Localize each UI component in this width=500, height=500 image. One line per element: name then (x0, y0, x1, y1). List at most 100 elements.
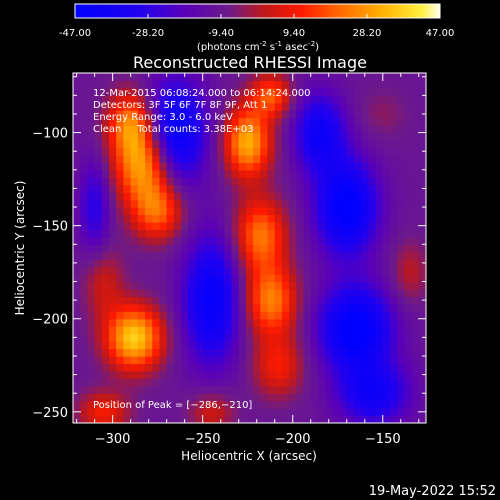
heatmap-cell (181, 303, 189, 312)
heatmap-cell (173, 110, 182, 119)
heatmap-cell (137, 229, 146, 238)
heatmap-cell (181, 311, 189, 320)
heatmap-cell (224, 355, 233, 365)
heatmap-cell (80, 378, 88, 387)
heatmap-cell (418, 207, 426, 216)
heatmap-cell (353, 199, 362, 208)
heatmap-cell (368, 177, 377, 186)
heatmap-cell (296, 355, 305, 365)
heatmap-cell (238, 117, 247, 126)
heatmap-cell (123, 408, 132, 417)
heatmap-cell (411, 363, 420, 372)
heatmap-cell (116, 192, 125, 201)
heatmap-cell (188, 303, 197, 312)
heatmap-cell (296, 147, 305, 156)
heatmap-cell (80, 125, 88, 134)
heatmap-cell (217, 274, 225, 283)
heatmap-cell (173, 408, 182, 417)
heatmap-cell (296, 140, 305, 149)
heatmap-cell (195, 341, 204, 350)
heatmap-cell (202, 311, 211, 320)
heatmap-cell (281, 400, 290, 409)
heatmap-cell (317, 363, 326, 372)
heatmap-cell (173, 363, 182, 372)
heatmap-cell (152, 341, 161, 350)
heatmap-cell (317, 341, 326, 350)
heatmap-cell (130, 303, 139, 312)
heatmap-cell (346, 393, 355, 402)
heatmap-cell (166, 177, 175, 186)
heatmap-cell (245, 341, 254, 350)
heatmap-cell (389, 333, 398, 342)
heatmap-cell (245, 236, 254, 245)
heatmap-cell (346, 318, 355, 327)
heatmap-cell (289, 274, 297, 283)
heatmap-cell (368, 333, 377, 342)
heatmap-cell (231, 348, 240, 357)
heatmap-cell (253, 229, 261, 238)
heatmap-cell (310, 378, 319, 387)
heatmap-cell (317, 348, 326, 357)
heatmap-cell (195, 370, 204, 379)
heatmap-cell (130, 95, 139, 104)
heatmap-cell (411, 288, 420, 298)
heatmap-cell (166, 117, 175, 126)
heatmap-cell (109, 348, 117, 357)
heatmap-cell (404, 147, 413, 156)
heatmap-cell (224, 87, 233, 96)
heatmap-cell (375, 147, 384, 156)
heatmap-cell (238, 132, 247, 141)
heatmap-cell (130, 229, 139, 238)
heatmap-cell (260, 162, 269, 171)
heatmap-cell (274, 110, 283, 119)
heatmap-cell (173, 385, 182, 394)
heatmap-cell (231, 415, 240, 423)
heatmap-cell (159, 303, 168, 312)
heatmap-cell (217, 363, 225, 372)
heatmap-cell (202, 281, 211, 290)
heatmap-cell (166, 259, 175, 268)
heatmap-cell (87, 415, 96, 423)
heatmap-cell (209, 177, 218, 186)
heatmap-cell (389, 162, 398, 171)
heatmap-cell (274, 80, 283, 89)
heatmap-cell (353, 102, 362, 111)
heatmap-cell (87, 385, 96, 394)
heatmap-cell (289, 333, 297, 342)
heatmap-cell (382, 132, 391, 141)
heatmap-cell (332, 251, 341, 260)
heatmap-cell (238, 326, 247, 335)
heatmap-cell (202, 274, 211, 283)
heatmap-cell (209, 162, 218, 171)
heatmap-cell (296, 80, 305, 89)
heatmap-cell (80, 274, 88, 283)
heatmap-cell (137, 192, 146, 201)
heatmap-cell (238, 199, 247, 208)
heatmap-cell (188, 370, 197, 379)
heatmap-cell (281, 177, 290, 186)
heatmap-cell (267, 221, 276, 230)
heatmap-cell (109, 117, 117, 126)
heatmap-cell (281, 221, 290, 230)
heatmap-cell (375, 259, 384, 268)
heatmap-cell (209, 355, 218, 365)
heatmap-cell (397, 80, 405, 89)
heatmap-cell (217, 259, 225, 268)
heatmap-cell (209, 192, 218, 201)
heatmap-cell (101, 110, 110, 119)
heatmap-cell (209, 363, 218, 372)
heatmap-cell (224, 348, 233, 357)
heatmap-cell (217, 341, 225, 350)
heatmap-cell (73, 363, 81, 372)
y-tick-label: −250 (32, 406, 68, 421)
heatmap-cell (159, 370, 168, 379)
heatmap-cell (181, 132, 189, 141)
heatmap-cell (101, 251, 110, 260)
heatmap-cell (152, 303, 161, 312)
heatmap-cell (159, 154, 168, 163)
heatmap-cell (238, 229, 247, 238)
heatmap-cell (224, 400, 233, 409)
heatmap-cell (209, 140, 218, 149)
heatmap-cell (418, 341, 426, 350)
heatmap-cell (303, 117, 312, 126)
